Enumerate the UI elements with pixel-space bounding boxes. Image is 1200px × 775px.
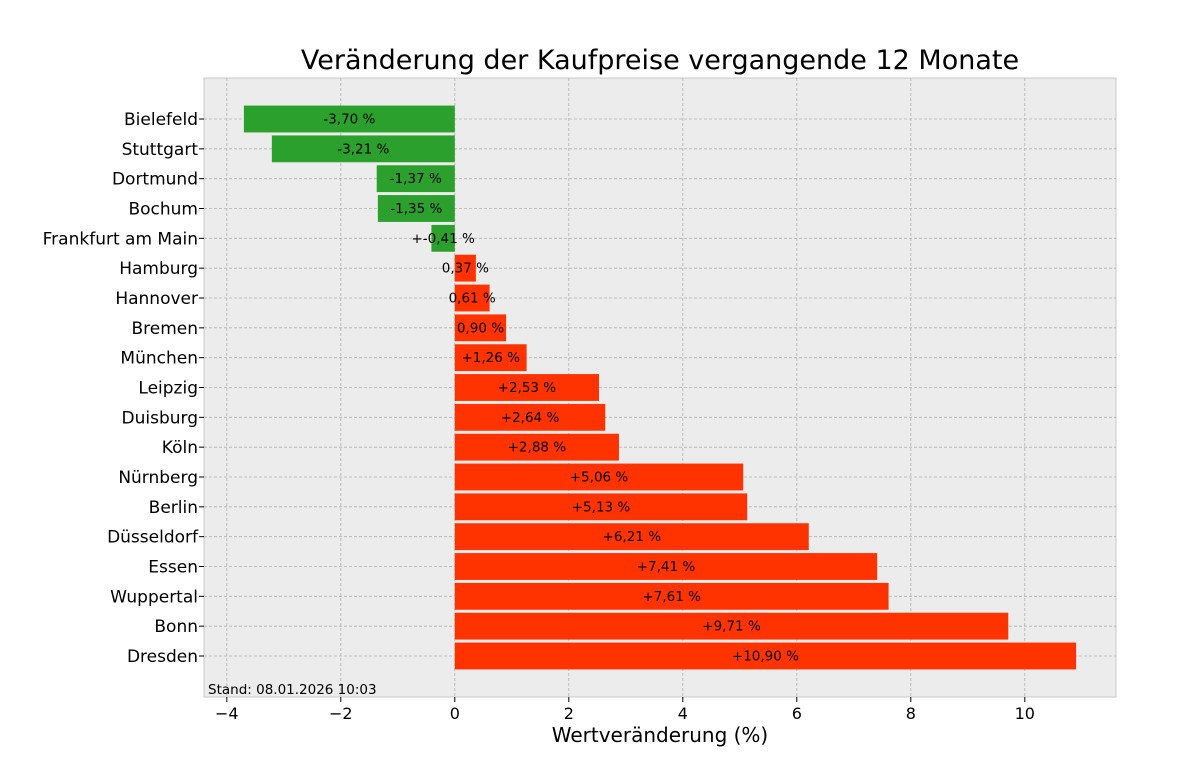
data-label: +5,06 % [570,470,629,486]
y-tick-label: Essen [148,558,198,578]
data-label: 0,90 % [457,320,504,336]
bar [454,582,889,610]
bar [454,314,507,342]
y-tick-label: München [120,349,198,369]
data-label: +1,26 % [461,350,520,366]
bar [454,553,878,580]
data-label: -3,70 % [323,112,375,128]
y-tick-label: Hamburg [119,259,198,279]
bar [454,403,606,431]
data-label: +-0,41 % [411,231,475,247]
data-label: +6,21 % [603,529,662,545]
y-tick-label: Wuppertal [110,587,198,607]
data-labels: -3,70 % -3,21 %-1,37 % -1,35 % +-0,41 % 0,37… [323,112,799,665]
data-label: +10,90 % [732,649,799,665]
x-tick-label: −4 [215,704,239,723]
y-tick-label: Hannover [115,289,198,309]
bar [376,165,455,193]
data-label: +2,53 % [498,380,557,396]
bar [271,135,455,163]
bar [454,493,748,521]
y-tick-label: Nürnberg [118,468,198,488]
data-label: 0,37 % [442,261,489,277]
data-label: -1,35 % [390,201,442,217]
x-tick-label: 0 [450,704,460,723]
y-tick-label: Duisburg [122,408,199,428]
x-tick-label: 6 [792,704,802,723]
x-tick-label: −2 [329,704,353,723]
data-label: +9,71 % [702,619,761,635]
x-axis-ticks: −4 −2 0 2 4 6 8 10 [215,697,1035,723]
bar [377,195,455,222]
bar [454,523,809,551]
x-tick-label: 2 [564,704,574,723]
data-label: +2,64 % [501,410,560,426]
data-label: 0,61 % [449,291,496,307]
x-tick-label: 10 [1015,704,1035,723]
bar [243,105,455,133]
y-tick-label: Bielefeld [124,110,198,130]
data-label: +5,13 % [572,499,631,515]
bar [454,374,600,401]
timestamp-annotation: Stand: 08.01.2026 10:03 [208,682,377,698]
data-label: +7,61 % [642,589,701,605]
y-tick-label: Stuttgart [122,140,199,160]
y-tick-label: Bonn [154,617,198,637]
y-tick-label: Bremen [131,319,198,339]
bar [454,284,490,312]
y-axis-labels: Bielefeld Stuttgart Dortmund Bochum Frankfur… [43,110,204,667]
x-tick-label: 4 [678,704,688,723]
x-tick-label: 8 [906,704,916,723]
data-label: -3,21 % [337,141,389,157]
bars [243,105,1077,670]
bar [431,224,455,252]
bar [454,463,744,491]
bar [454,642,1077,670]
bar [454,344,527,372]
y-tick-label: Dresden [127,647,198,667]
bar [454,433,619,461]
y-tick-label: Köln [162,438,198,458]
bar [454,254,476,282]
y-tick-label: Dortmund [112,170,198,190]
data-label: +7,41 % [637,559,696,575]
x-axis-label: Wertveränderung (%) [552,723,769,747]
y-tick-label: Düsseldorf [107,528,199,548]
y-tick-label: Leipzig [138,379,198,399]
bar [454,612,1009,640]
data-label: +2,88 % [508,440,567,456]
y-tick-label: Bochum [128,200,198,220]
data-label: -1,37 % [390,171,442,187]
y-tick-label: Frankfurt am Main [43,229,198,249]
chart-title: Veränderung der Kaufpreise vergangende 1… [301,45,1019,76]
y-tick-label: Berlin [149,498,198,518]
